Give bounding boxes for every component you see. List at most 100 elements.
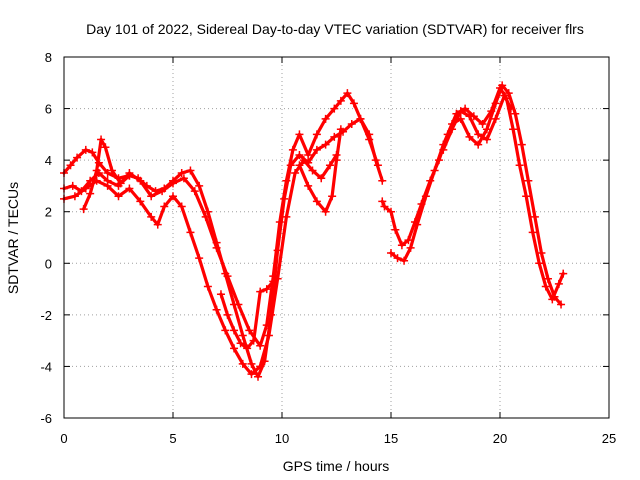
data-point-marker	[461, 104, 470, 113]
data-point-marker	[330, 104, 339, 113]
data-point-marker	[397, 241, 406, 250]
data-point-marker	[212, 305, 221, 314]
data-point-marker	[79, 205, 88, 214]
data-point-marker	[230, 344, 239, 353]
data-point-marker	[73, 153, 82, 162]
data-point-marker	[478, 120, 487, 129]
series-track-6	[295, 125, 345, 216]
data-point-marker	[406, 243, 415, 252]
data-point-marker	[169, 179, 177, 188]
data-point-marker	[107, 166, 116, 175]
y-tick-label: -2	[40, 308, 52, 323]
data-point-marker	[136, 197, 145, 206]
data-point-marker	[201, 212, 210, 221]
data-point-marker	[216, 290, 225, 299]
data-point-marker	[299, 156, 308, 165]
series-track-9	[439, 91, 515, 154]
data-point-marker	[500, 91, 509, 100]
data-point-marker	[136, 176, 145, 185]
plot-area	[60, 81, 568, 381]
data-point-marker	[430, 166, 439, 175]
data-point-marker	[177, 169, 186, 178]
y-tick-label: 2	[45, 205, 52, 220]
y-tick-label: 4	[45, 153, 52, 168]
data-point-marker	[86, 189, 95, 198]
y-tick-label: 8	[45, 50, 52, 65]
data-point-marker	[249, 336, 258, 345]
data-point-marker	[245, 326, 254, 335]
data-point-marker	[147, 192, 156, 201]
data-point-marker	[325, 161, 334, 170]
y-tick-label: -4	[40, 359, 52, 374]
data-point-marker	[169, 192, 177, 201]
x-axis-label: GPS time / hours	[283, 458, 390, 474]
data-point-marker	[336, 96, 345, 105]
data-point-marker	[160, 202, 169, 211]
data-point-marker	[530, 212, 539, 221]
data-point-marker	[543, 274, 552, 283]
data-point-marker	[295, 130, 304, 139]
data-point-marker	[282, 176, 291, 185]
data-point-marker	[234, 300, 243, 309]
data-point-marker	[336, 125, 345, 134]
data-point-marker	[522, 192, 531, 201]
data-point-marker	[349, 99, 358, 108]
data-point-marker	[195, 181, 204, 190]
x-tick-label: 20	[493, 431, 507, 446]
data-point-marker	[236, 339, 245, 348]
data-point-marker	[535, 259, 544, 268]
chart-title: Day 101 of 2022, Sidereal Day-to-day VTE…	[86, 21, 584, 37]
data-point-marker	[511, 109, 520, 118]
data-point-marker	[343, 89, 352, 98]
data-point-marker	[103, 181, 112, 190]
data-point-marker	[186, 228, 195, 237]
data-point-marker	[482, 135, 491, 144]
data-point-marker	[103, 169, 112, 178]
data-point-marker	[288, 145, 297, 154]
data-point-marker	[537, 248, 546, 257]
data-point-marker	[212, 243, 221, 252]
data-point-marker	[308, 166, 317, 175]
series-line-texture	[82, 137, 130, 210]
data-point-marker	[557, 300, 566, 309]
data-point-marker	[238, 331, 247, 340]
series-track-3	[60, 150, 341, 379]
data-point-marker	[262, 285, 271, 294]
data-point-marker	[81, 184, 90, 193]
data-point-marker	[88, 148, 97, 157]
data-point-marker	[158, 187, 167, 196]
data-point-marker	[421, 192, 430, 201]
data-point-marker	[186, 166, 195, 175]
data-point-marker	[81, 145, 90, 154]
data-point-marker	[550, 292, 559, 301]
data-point-marker	[195, 254, 204, 263]
data-point-marker	[474, 130, 483, 139]
data-point-marker	[295, 150, 304, 159]
data-point-marker	[439, 145, 448, 154]
data-point-marker	[321, 140, 330, 149]
x-tick-label: 5	[169, 431, 176, 446]
axis-ticks: 0 5 10 15 20 25 -6 -4 -2 0 2 4 6 8	[40, 50, 616, 446]
data-point-marker	[312, 197, 321, 206]
data-point-marker	[365, 135, 374, 144]
data-point-marker	[321, 207, 330, 216]
x-tick-label: 10	[275, 431, 289, 446]
series-line-texture	[63, 117, 383, 379]
data-point-marker	[378, 197, 387, 206]
data-point-marker	[92, 166, 101, 175]
data-point-marker	[291, 169, 300, 178]
data-point-marker	[330, 132, 339, 141]
data-point-marker	[68, 181, 77, 190]
series-line	[62, 91, 380, 348]
data-point-marker	[317, 174, 326, 183]
data-point-marker	[125, 171, 134, 180]
series-track-2	[60, 89, 382, 350]
data-point-marker	[223, 272, 232, 281]
y-tick-label: -6	[40, 411, 52, 426]
data-point-marker	[230, 326, 239, 335]
data-point-marker	[465, 112, 474, 121]
data-point-marker	[387, 248, 395, 257]
data-point-marker	[356, 114, 365, 123]
data-point-marker	[509, 125, 518, 134]
